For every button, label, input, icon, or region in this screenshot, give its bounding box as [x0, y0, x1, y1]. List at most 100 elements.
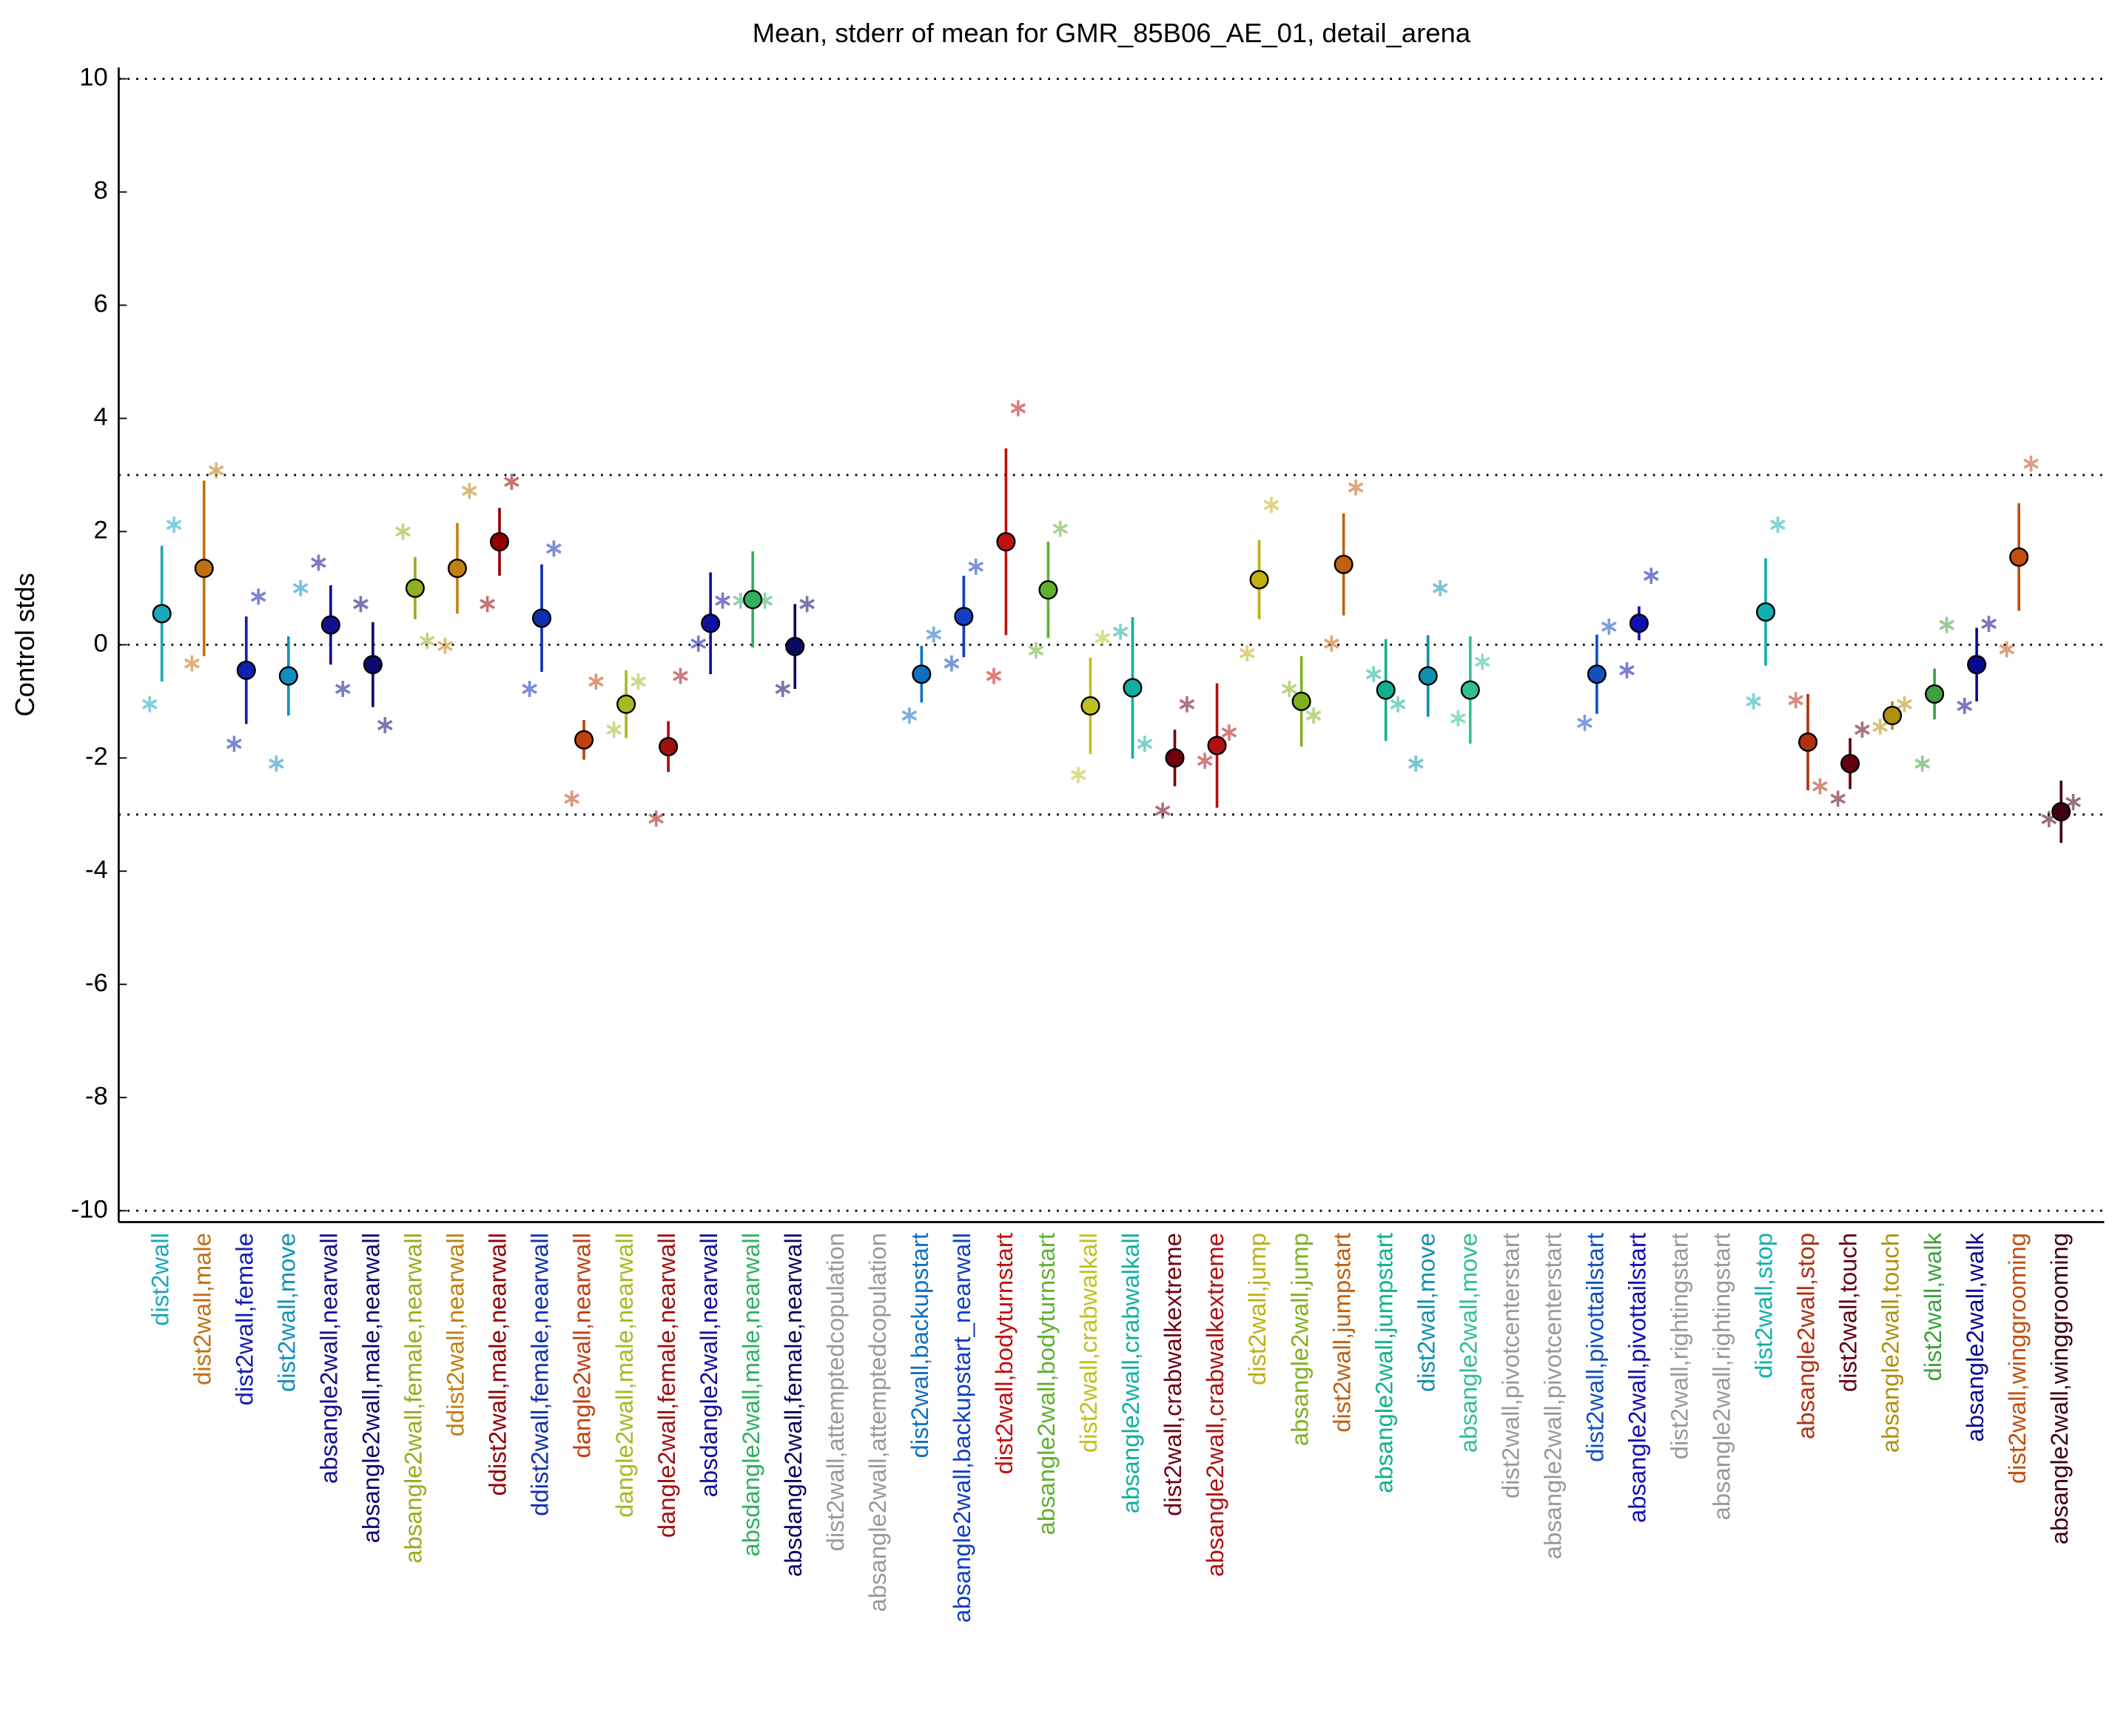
side-marker: [1408, 756, 1424, 772]
x-tick-label: dangle2wall,male,nearwall: [611, 1233, 638, 1518]
side-marker: [1769, 517, 1786, 534]
side-marker: [690, 635, 707, 652]
x-tick-label: dist2wall,pivottailstart: [1581, 1233, 1608, 1462]
y-tick-label: 4: [94, 403, 108, 431]
side-marker: [1154, 802, 1171, 819]
side-marker: [461, 482, 477, 499]
side-marker: [1281, 681, 1297, 697]
y-tick-label: 6: [94, 290, 108, 318]
x-tick-label: absangle2wall,crabwalkall: [1117, 1233, 1144, 1513]
x-tick-label: dist2wall,rightingstart: [1666, 1233, 1693, 1459]
x-tick-label: absangle2wall,stop: [1792, 1233, 1820, 1439]
x-tick-label: absdangle2wall,female,nearwall: [779, 1233, 807, 1577]
side-marker: [606, 721, 622, 739]
x-tick-label: dist2wall,walk: [1919, 1232, 1946, 1381]
mean-marker: [1883, 705, 1903, 725]
x-tick-label: absangle2wall,jumpstart: [1370, 1233, 1397, 1493]
mean-marker: [1967, 655, 1987, 675]
mean-marker: [912, 665, 932, 684]
side-marker: [1390, 696, 1406, 713]
side-marker: [1179, 696, 1195, 713]
side-marker: [715, 592, 730, 609]
mean-marker: [320, 615, 340, 635]
side-marker: [1095, 630, 1111, 647]
mean-marker: [1460, 680, 1480, 700]
mean-marker: [701, 613, 721, 633]
mean-marker: [489, 532, 510, 552]
mean-marker: [954, 607, 974, 627]
x-tick-label: absangle2wall,backupstart_nearwall: [948, 1233, 975, 1623]
side-marker: [395, 523, 411, 540]
side-marker: [437, 637, 453, 654]
side-marker: [1897, 696, 1912, 713]
side-marker: [1221, 724, 1237, 741]
mean-marker: [1376, 680, 1396, 700]
side-marker: [226, 736, 242, 753]
mean-marker: [1587, 665, 1607, 684]
side-marker: [184, 655, 200, 672]
mean-marker: [447, 559, 467, 579]
x-tick-label: absangle2wall,jump: [1285, 1233, 1313, 1446]
x-tick-label: dangle2wall,nearwall: [568, 1233, 596, 1458]
x-tick-label: ddist2wall,female,nearwall: [526, 1233, 554, 1516]
mean-marker: [152, 604, 172, 624]
y-tick-label: 8: [94, 177, 108, 205]
side-marker: [419, 633, 435, 649]
side-marker: [673, 667, 688, 684]
side-marker: [311, 554, 326, 571]
x-tick-label: dist2wall: [146, 1233, 173, 1326]
side-marker: [1643, 568, 1659, 584]
mean-marker: [659, 736, 679, 757]
x-tick-label: absangle2wall,attemptedcopulation: [864, 1233, 891, 1612]
side-marker: [1957, 698, 1973, 714]
side-marker: [648, 810, 665, 827]
x-tick-label: dist2wall,touch: [1835, 1233, 1862, 1392]
side-marker: [1010, 400, 1026, 417]
x-tick-label: dist2wall,jump: [1243, 1233, 1271, 1385]
mean-marker: [785, 636, 805, 656]
side-marker: [292, 579, 309, 596]
side-marker: [334, 681, 351, 697]
side-marker: [546, 540, 562, 557]
chart-title: Mean, stderr of mean for GMR_85B06_AE_01…: [753, 18, 1471, 48]
mean-marker: [1207, 736, 1227, 756]
side-marker: [1112, 623, 1129, 640]
x-tick-label: dist2wall,female: [230, 1233, 258, 1405]
side-marker: [631, 673, 646, 690]
side-marker: [1070, 767, 1086, 784]
side-marker: [1746, 693, 1761, 710]
mean-marker: [194, 559, 214, 579]
side-marker: [1914, 756, 1931, 772]
side-marker: [1577, 714, 1593, 731]
side-marker: [1305, 707, 1322, 724]
y-tick-label: 10: [79, 64, 108, 92]
y-tick-label: -4: [85, 855, 108, 884]
side-marker: [1450, 710, 1466, 727]
side-marker: [1365, 666, 1382, 683]
x-tick-label: absangle2wall,female,nearwall: [400, 1233, 427, 1564]
side-marker: [1939, 616, 1954, 633]
side-marker: [1323, 635, 1339, 652]
mean-marker: [531, 608, 552, 628]
side-marker: [1197, 753, 1213, 770]
mean-marker: [1123, 678, 1143, 698]
mean-marker: [1165, 748, 1185, 768]
side-marker: [1619, 662, 1635, 679]
mean-marker: [278, 666, 298, 686]
x-tick-label: absangle2wall,move: [1454, 1233, 1482, 1453]
mean-marker: [996, 532, 1016, 552]
x-tick-label: absangle2wall,walk: [1961, 1232, 1988, 1441]
side-marker: [2065, 794, 2081, 810]
mean-marker: [743, 590, 763, 610]
side-marker: [269, 756, 284, 772]
side-marker: [480, 596, 495, 613]
side-marker: [353, 596, 369, 613]
mean-marker: [1629, 613, 1649, 633]
mean-marker: [574, 730, 594, 750]
side-marker: [1348, 479, 1364, 496]
y-tick-label: -6: [85, 969, 108, 997]
side-marker: [1999, 641, 2015, 658]
mean-marker: [1249, 570, 1269, 590]
y-tick-label: 0: [94, 629, 108, 657]
